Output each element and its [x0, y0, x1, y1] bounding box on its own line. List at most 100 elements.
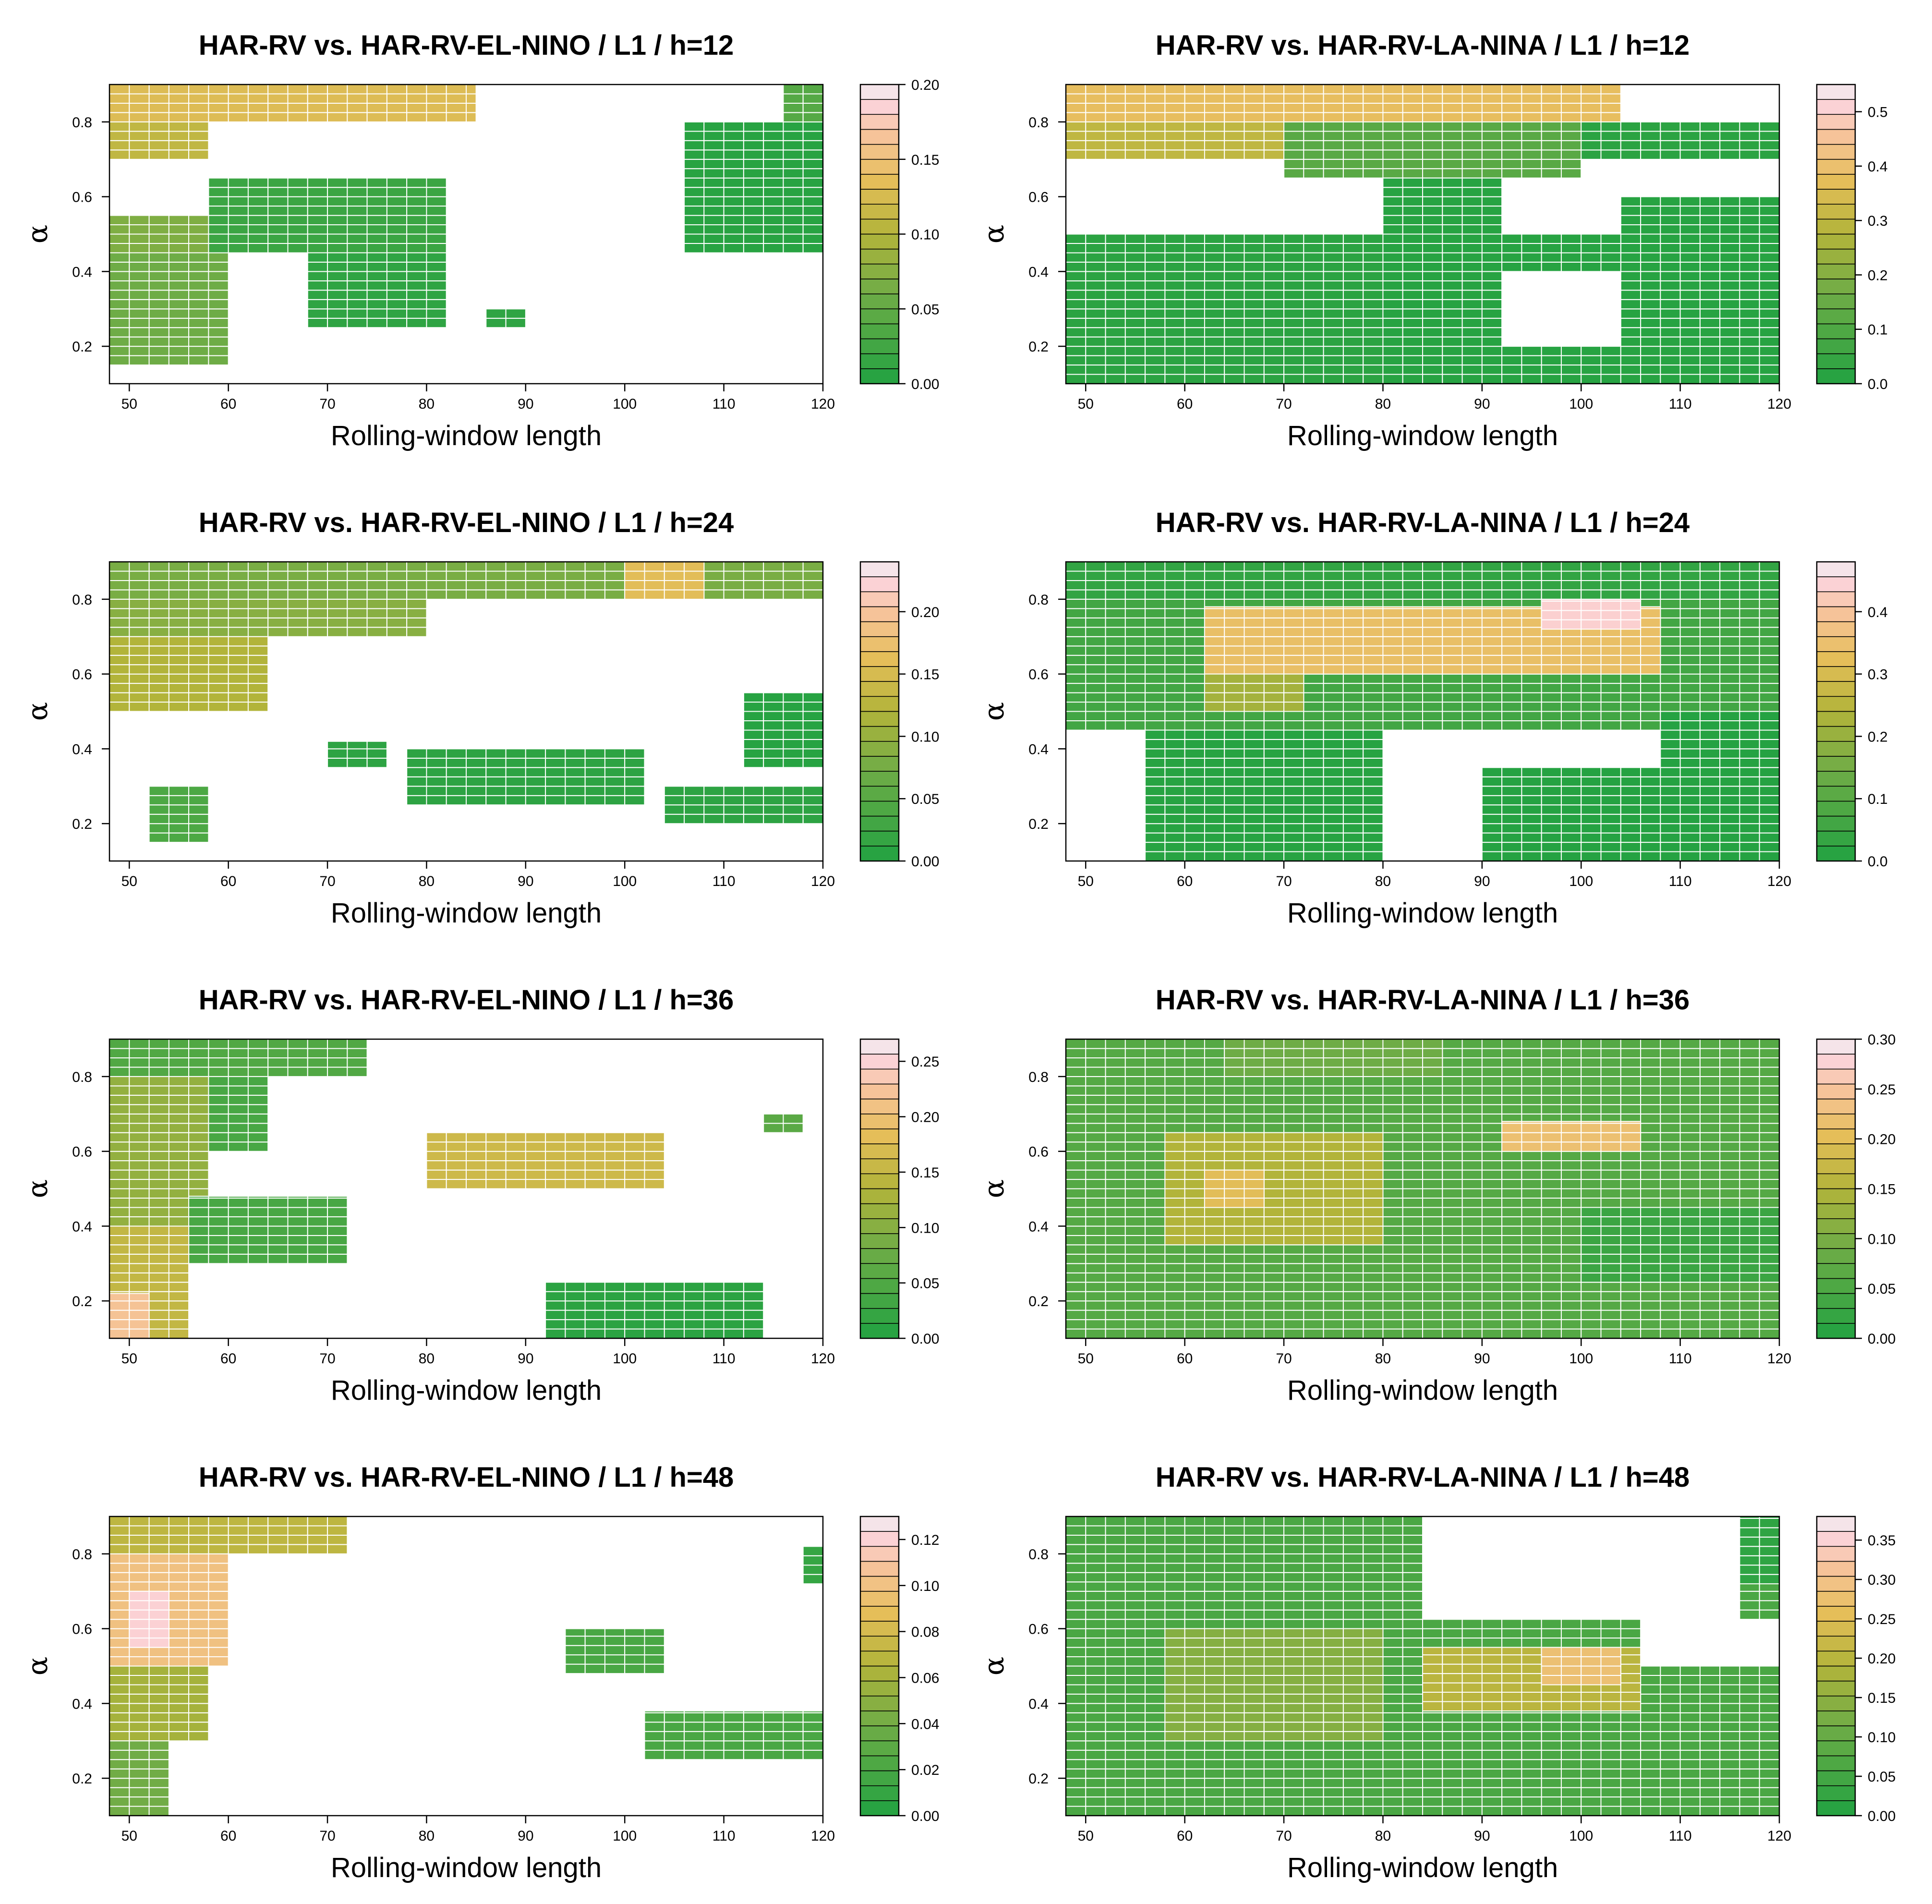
- heatmap-cell: [1383, 581, 1402, 590]
- heatmap-cell: [1205, 318, 1224, 328]
- heatmap-cell: [684, 141, 704, 150]
- heatmap-cell: [1502, 1170, 1521, 1180]
- heatmap-cell: [1106, 1329, 1125, 1339]
- heatmap-cell: [1423, 581, 1442, 590]
- heatmap-cell: [1106, 1207, 1125, 1217]
- heatmap-cell: [1383, 318, 1402, 328]
- heatmap-cell: [1621, 243, 1641, 253]
- heatmap-cell: [129, 1273, 149, 1283]
- heatmap-cell: [1462, 1133, 1482, 1142]
- heatmap-cell: [208, 243, 228, 253]
- heatmap-cell: [585, 767, 605, 777]
- heatmap-cell: [248, 683, 268, 693]
- heatmap-cell: [1561, 571, 1581, 581]
- heatmap-cell: [1125, 608, 1145, 618]
- heatmap-cell: [1542, 112, 1561, 122]
- heatmap-cell: [407, 318, 426, 328]
- heatmap-cell: [1304, 159, 1323, 169]
- colorbar-segment: [860, 1174, 899, 1188]
- heatmap-cell: [1264, 777, 1284, 787]
- heatmap-cell: [229, 665, 248, 674]
- heatmap-cell: [1621, 1198, 1641, 1208]
- heatmap-cell: [1700, 805, 1720, 814]
- heatmap-cell: [1343, 796, 1363, 805]
- heatmap-cell: [189, 655, 208, 665]
- heatmap-cell: [763, 1123, 783, 1133]
- heatmap-cell: [1720, 824, 1739, 833]
- heatmap-cell: [1739, 1198, 1759, 1208]
- colorbar-segment: [860, 1039, 899, 1054]
- heatmap-cell: [1542, 1254, 1561, 1264]
- heatmap-cell: [1185, 122, 1205, 132]
- heatmap-cell: [1482, 1142, 1502, 1152]
- heatmap-cell: [426, 94, 446, 104]
- heatmap-cell: [1264, 730, 1284, 740]
- heatmap-cell: [1423, 1320, 1442, 1329]
- heatmap-cell: [803, 141, 823, 150]
- heatmap-cell: [1601, 356, 1621, 365]
- heatmap-cell: [1304, 740, 1323, 749]
- heatmap-cell: [1205, 1301, 1224, 1310]
- heatmap-cell: [466, 777, 486, 787]
- heatmap-cell: [1205, 674, 1224, 684]
- heatmap-cell: [1561, 824, 1581, 833]
- heatmap-cell: [1660, 646, 1680, 655]
- heatmap-cell: [1086, 1161, 1105, 1170]
- heatmap-cell: [1739, 646, 1759, 655]
- heatmap-cell: [1106, 1254, 1125, 1264]
- heatmap-cell: [1264, 1123, 1284, 1133]
- heatmap-cell: [109, 271, 129, 281]
- heatmap-cell: [1760, 1320, 1779, 1329]
- heatmap-cell: [347, 309, 367, 318]
- heatmap-cell: [189, 693, 208, 703]
- colorbar-tick-label: 0.2: [1868, 267, 1888, 283]
- heatmap-cell: [149, 150, 169, 159]
- heatmap-cell: [129, 243, 149, 253]
- y-tick-label: 0.8: [1028, 592, 1049, 608]
- heatmap-cell: [1482, 1189, 1502, 1199]
- heatmap-cell: [1700, 1086, 1720, 1095]
- heatmap-cell: [1442, 1320, 1462, 1329]
- heatmap-cell: [1185, 281, 1205, 291]
- heatmap-cell: [1502, 131, 1521, 141]
- heatmap-cell: [1641, 1292, 1660, 1301]
- heatmap-cell: [268, 94, 288, 104]
- heatmap-cell: [1284, 749, 1304, 758]
- heatmap-cell: [1165, 693, 1184, 703]
- heatmap-cell: [803, 721, 823, 730]
- heatmap-cell: [1700, 150, 1720, 159]
- heatmap-cell: [1066, 655, 1086, 665]
- heatmap-cell: [1066, 300, 1086, 309]
- heatmap-cell: [1205, 702, 1224, 712]
- heatmap-cell: [545, 758, 565, 768]
- heatmap-cell: [744, 122, 763, 132]
- heatmap-cell: [1660, 1049, 1680, 1058]
- heatmap-cell: [1641, 290, 1660, 300]
- heatmap-cell: [1165, 618, 1184, 628]
- heatmap-cell: [1601, 571, 1621, 581]
- x-tick-label: 120: [1767, 396, 1791, 412]
- colorbar-segment: [860, 801, 899, 816]
- heatmap-cell: [1244, 1263, 1264, 1273]
- heatmap-cell: [506, 786, 526, 796]
- colorbar-segment: [860, 1114, 899, 1129]
- heatmap-cell: [407, 271, 426, 281]
- heatmap-cell: [1423, 234, 1442, 244]
- heatmap-cell: [129, 253, 149, 262]
- heatmap-cell: [1442, 318, 1462, 328]
- heatmap-cell: [1601, 1179, 1621, 1189]
- heatmap-cell: [1086, 300, 1105, 309]
- heatmap-cell: [1641, 253, 1660, 262]
- heatmap-cell: [1343, 1077, 1363, 1086]
- heatmap-cell: [1145, 1226, 1165, 1236]
- heatmap-cell: [1185, 1152, 1205, 1161]
- heatmap-cell: [1482, 281, 1502, 291]
- heatmap-cell: [1106, 721, 1125, 730]
- heatmap-cell: [189, 225, 208, 234]
- heatmap-cell: [1462, 1058, 1482, 1067]
- heatmap-cell: [1423, 1245, 1442, 1254]
- heatmap-cell: [1185, 805, 1205, 814]
- heatmap-cell: [1680, 1170, 1700, 1180]
- heatmap-cell: [347, 590, 367, 599]
- heatmap-cell: [1502, 234, 1521, 244]
